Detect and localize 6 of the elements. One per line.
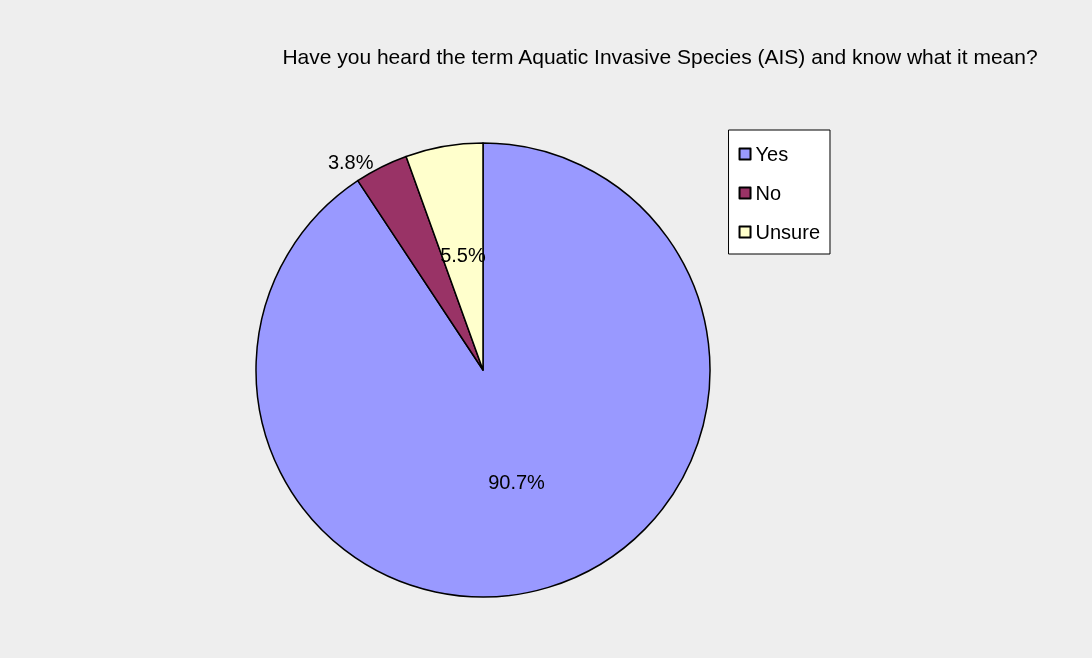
data-label: 3.8% [327,150,374,173]
legend-label: Unsure [755,221,821,243]
data-label: 90.7% [488,470,546,493]
legend-label: Yes [755,143,789,165]
chart-title: Have you heard the term Aquatic Invasive Species (AIS) and know what it mean? [282,45,1038,68]
legend-label: No [755,182,782,204]
